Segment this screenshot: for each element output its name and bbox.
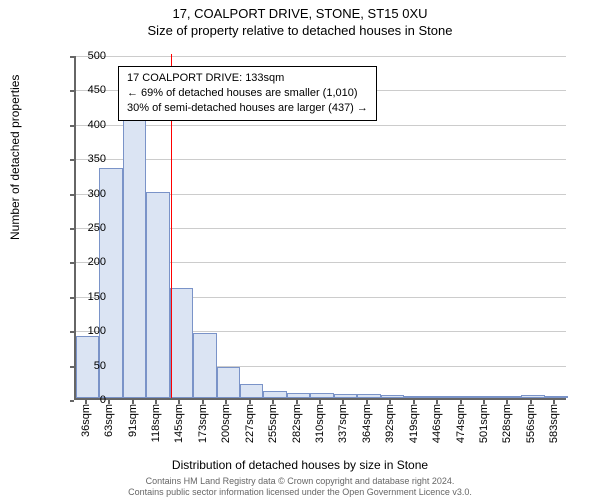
x-tick-mark xyxy=(460,400,462,404)
footer-attribution: Contains HM Land Registry data © Crown c… xyxy=(0,476,600,499)
gridline xyxy=(76,125,566,126)
x-tick-mark xyxy=(483,400,485,404)
y-tick-mark xyxy=(70,90,74,92)
y-tick-mark xyxy=(70,331,74,333)
x-tick-label: 501sqm xyxy=(478,404,490,443)
x-tick-label: 200sqm xyxy=(220,404,232,443)
annotation-box: 17 COALPORT DRIVE: 133sqm← 69% of detach… xyxy=(118,66,377,121)
x-tick-mark xyxy=(249,400,251,404)
y-tick-mark xyxy=(70,125,74,127)
y-tick-mark xyxy=(70,400,74,402)
histogram-bar xyxy=(357,394,380,398)
histogram-bar xyxy=(521,395,544,398)
gridline xyxy=(76,56,566,57)
histogram-bar xyxy=(545,396,568,398)
x-tick-label: 337sqm xyxy=(337,404,349,443)
y-tick-mark xyxy=(70,194,74,196)
histogram-bar xyxy=(451,396,474,398)
x-tick-mark xyxy=(132,400,134,404)
histogram-bar xyxy=(474,396,497,398)
histogram-bar xyxy=(217,367,240,398)
x-tick-mark xyxy=(85,400,87,404)
x-tick-label: 91sqm xyxy=(127,404,139,437)
x-tick-label: 419sqm xyxy=(408,404,420,443)
plot-area: 17 COALPORT DRIVE: 133sqm← 69% of detach… xyxy=(74,56,566,400)
histogram-bar xyxy=(193,333,216,398)
x-tick-label: 63sqm xyxy=(103,404,115,437)
x-tick-mark xyxy=(225,400,227,404)
histogram-bar xyxy=(498,396,521,398)
y-tick-mark xyxy=(70,297,74,299)
x-tick-label: 392sqm xyxy=(384,404,396,443)
histogram-bar xyxy=(170,288,193,398)
histogram-bar xyxy=(427,396,450,398)
x-tick-label: 227sqm xyxy=(244,404,256,443)
x-tick-label: 583sqm xyxy=(548,404,560,443)
x-axis-label: Distribution of detached houses by size … xyxy=(0,458,600,472)
x-tick-label: 36sqm xyxy=(80,404,92,437)
histogram-bar xyxy=(404,396,427,398)
x-tick-label: 118sqm xyxy=(150,404,162,442)
x-tick-mark xyxy=(272,400,274,404)
x-tick-mark xyxy=(342,400,344,404)
x-tick-label: 474sqm xyxy=(455,404,467,443)
annotation-line: 30% of semi-detached houses are larger (… xyxy=(127,101,368,116)
histogram-bar xyxy=(287,393,310,399)
x-tick-label: 310sqm xyxy=(314,404,326,443)
x-tick-label: 145sqm xyxy=(173,404,185,443)
histogram-bar xyxy=(263,391,286,398)
x-tick-mark xyxy=(530,400,532,404)
footer-line2: Contains public sector information licen… xyxy=(0,487,600,498)
x-tick-label: 528sqm xyxy=(501,404,513,443)
y-axis-label: Number of detached properties xyxy=(8,75,22,240)
y-tick-mark xyxy=(70,262,74,264)
x-tick-mark xyxy=(155,400,157,404)
x-tick-mark xyxy=(366,400,368,404)
y-tick-mark xyxy=(70,366,74,368)
x-tick-mark xyxy=(202,400,204,404)
x-tick-mark xyxy=(389,400,391,404)
x-tick-label: 446sqm xyxy=(431,404,443,443)
histogram-bar xyxy=(381,395,404,398)
page-subtitle: Size of property relative to detached ho… xyxy=(0,23,600,38)
histogram-bar xyxy=(240,384,263,398)
histogram-bar xyxy=(310,393,333,399)
page-title: 17, COALPORT DRIVE, STONE, ST15 0XU xyxy=(0,6,600,21)
y-tick-mark xyxy=(70,159,74,161)
annotation-line: ← 69% of detached houses are smaller (1,… xyxy=(127,86,368,101)
x-tick-mark xyxy=(436,400,438,404)
histogram-bar xyxy=(146,192,169,398)
y-tick-mark xyxy=(70,228,74,230)
x-tick-label: 364sqm xyxy=(361,404,373,443)
gridline xyxy=(76,159,566,160)
x-tick-label: 173sqm xyxy=(197,404,209,443)
annotation-line: 17 COALPORT DRIVE: 133sqm xyxy=(127,71,368,86)
x-tick-mark xyxy=(178,400,180,404)
x-tick-mark xyxy=(506,400,508,404)
histogram-chart: 17 COALPORT DRIVE: 133sqm← 69% of detach… xyxy=(50,48,580,438)
footer-line1: Contains HM Land Registry data © Crown c… xyxy=(0,476,600,487)
y-tick-mark xyxy=(70,56,74,58)
x-tick-label: 556sqm xyxy=(525,404,537,443)
x-tick-mark xyxy=(553,400,555,404)
x-tick-mark xyxy=(108,400,110,404)
x-tick-mark xyxy=(296,400,298,404)
x-tick-mark xyxy=(413,400,415,404)
histogram-bar xyxy=(334,394,357,398)
x-tick-label: 255sqm xyxy=(267,404,279,443)
histogram-bar xyxy=(123,119,146,398)
x-tick-label: 282sqm xyxy=(291,404,303,443)
x-tick-mark xyxy=(319,400,321,404)
